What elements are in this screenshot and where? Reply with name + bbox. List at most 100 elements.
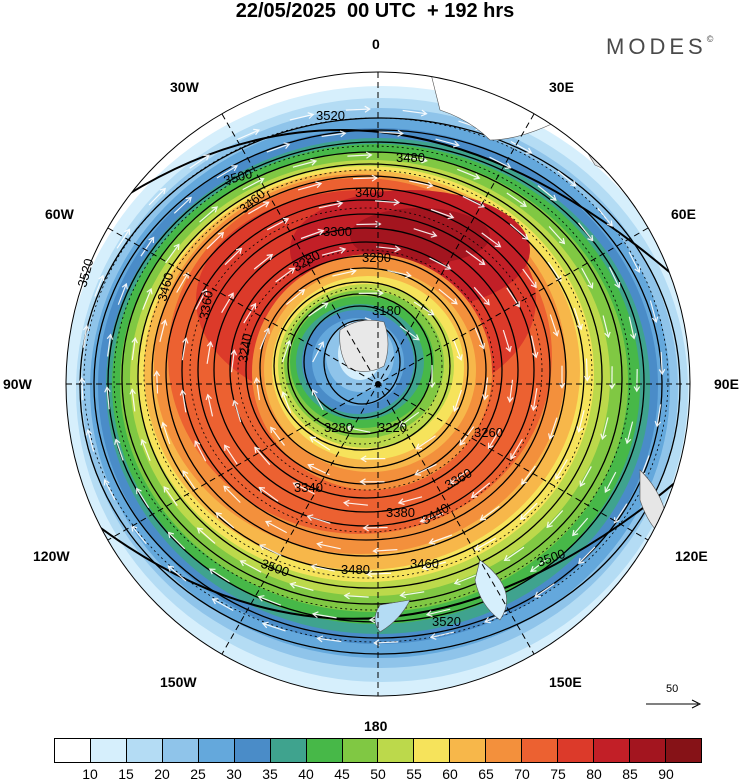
wind-arrowhead [298, 288, 306, 296]
wind-arrow [471, 482, 491, 498]
wind-arrow [300, 229, 324, 240]
wind-arrow [312, 341, 324, 363]
wind-arrowhead [534, 591, 541, 598]
lon-label-150w: 150W [160, 674, 197, 690]
lon-label-0: 0 [372, 36, 380, 52]
wind-arrow [182, 470, 197, 491]
wind-arrow [156, 371, 159, 394]
wind-arrowhead [393, 198, 401, 206]
wind-arrowhead [521, 478, 528, 486]
wind-arrow [199, 206, 218, 223]
wind-arrowhead [129, 388, 136, 395]
wind-arrow [318, 202, 343, 209]
wind-arrowhead [505, 345, 512, 353]
wind-arrowhead [529, 565, 537, 573]
wind-arrowhead [570, 180, 577, 187]
wind-arrow [402, 109, 427, 115]
wind-arrowhead [583, 375, 591, 382]
wind-arrowhead [124, 228, 131, 235]
lon-label-90w: 90W [3, 376, 32, 392]
wind-arrow [317, 543, 341, 550]
colorbar-swatch [630, 739, 666, 762]
wind-arrowhead [658, 368, 666, 376]
wind-arrowhead [159, 187, 167, 195]
colorbar-tick-label: 25 [190, 766, 206, 782]
wind-arrowhead [211, 598, 219, 605]
lon-label-180: 180 [364, 718, 388, 734]
wind-arrowhead [421, 563, 429, 571]
wind-arrow [317, 637, 342, 643]
wind-arrow [293, 482, 315, 495]
wind-arrow [168, 532, 186, 550]
wind-arrowhead [258, 544, 266, 551]
wind-arrowhead [429, 633, 437, 640]
colorbar [54, 738, 702, 763]
wind-arrowhead [307, 463, 315, 470]
wind-speed-field [66, 72, 690, 696]
wind-arrowhead [519, 513, 527, 521]
wind-arrow [159, 320, 166, 342]
wind-arrow [474, 327, 485, 349]
wind-arrowhead [444, 263, 452, 270]
wind-arrow [400, 591, 425, 597]
wind-arrow [398, 496, 423, 504]
wind-arrowhead [365, 570, 373, 578]
contour-label: 3360 [196, 289, 216, 320]
wind-arrowhead [201, 288, 208, 296]
pole-marker [375, 381, 381, 387]
wind-arrowhead [420, 109, 428, 117]
wind-arrow [212, 598, 234, 612]
lon-label-30e: 30E [549, 79, 574, 95]
wind-arrow [429, 534, 453, 544]
wind-arrowhead [285, 339, 292, 347]
lon-label-90e: 90E [714, 376, 739, 392]
wind-arrow [454, 574, 478, 585]
wind-arrowhead [217, 231, 225, 239]
wind-arrowhead [336, 200, 344, 208]
wind-arrow [346, 426, 371, 433]
contour-label: 3460 [154, 271, 176, 303]
wind-arrow [195, 289, 207, 310]
wind-arrowhead [362, 524, 369, 532]
wind-arrowhead [257, 595, 265, 602]
wind-arrow [530, 556, 550, 572]
wind-arrowhead [399, 591, 407, 599]
wind-arrowhead [576, 323, 583, 331]
colorbar-swatch [378, 739, 415, 762]
wind-arrowhead [555, 473, 561, 481]
colorbar-tick-label: 10 [82, 766, 98, 782]
wind-arrow [216, 165, 238, 179]
wind-arrowhead [309, 436, 317, 443]
wind-arrow [312, 389, 324, 411]
wind-arrowhead [360, 455, 367, 463]
wind-arrowhead [104, 386, 111, 393]
wind-arrowhead [587, 282, 594, 289]
wind-arrow [94, 275, 104, 297]
wind-arrowhead [624, 437, 632, 445]
colorbar-swatch [162, 739, 199, 762]
wind-arrowhead [405, 271, 412, 279]
band-90 [350, 208, 490, 264]
wind-arrow [578, 546, 596, 564]
wind-arrow [224, 444, 238, 465]
wind-arrowhead [484, 616, 491, 624]
wind-arrowhead [140, 438, 147, 446]
wind-arrowhead [364, 105, 371, 113]
wind-arrow [387, 270, 411, 277]
wind-arrowhead [579, 480, 586, 488]
wind-streamlines [78, 105, 666, 647]
wind-arrow [415, 463, 437, 476]
wind-arrowhead [633, 386, 641, 393]
wind-arrowhead [525, 147, 533, 154]
wind-arrow [255, 378, 260, 401]
wind-arrow [601, 417, 609, 440]
colorbar-swatch [342, 739, 379, 762]
colorbar-tick-label: 70 [514, 766, 530, 782]
wind-arrow [281, 340, 291, 363]
wind-arrow [240, 560, 262, 573]
wind-arrowhead [153, 370, 161, 377]
wind-arrow [266, 218, 289, 231]
wind-arrowhead [608, 383, 616, 390]
wind-arrowhead [311, 611, 319, 619]
